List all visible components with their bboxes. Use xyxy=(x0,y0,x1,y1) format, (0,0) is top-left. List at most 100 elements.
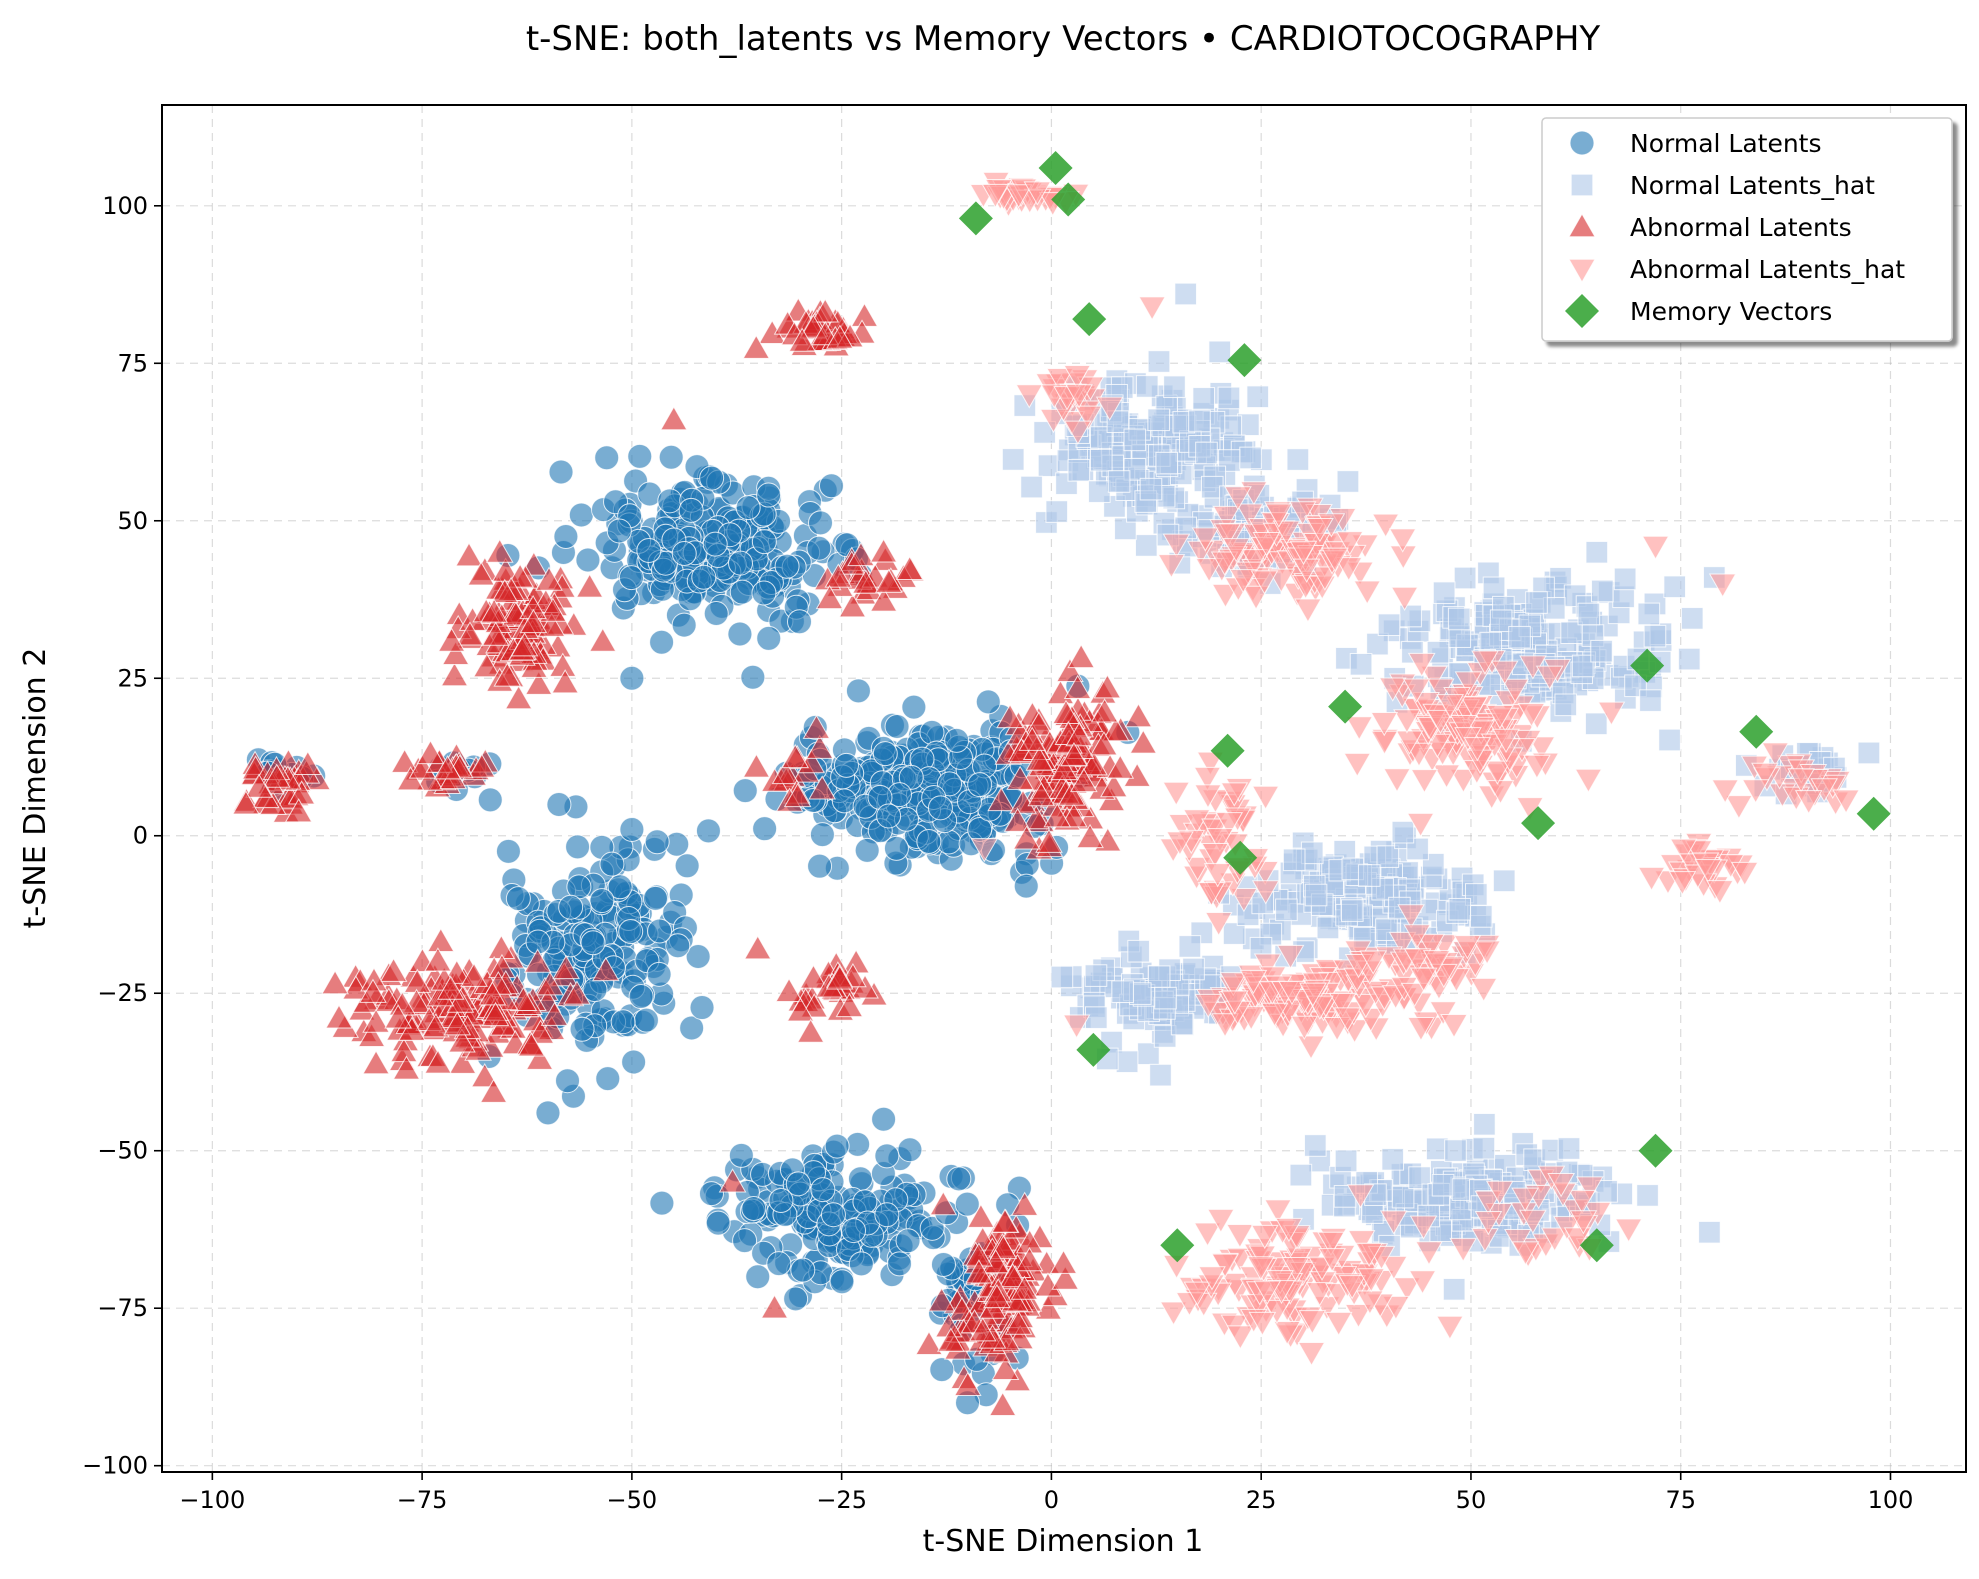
data-point xyxy=(1568,1189,1597,1215)
data-point xyxy=(633,1007,659,1033)
data-point xyxy=(1574,768,1603,794)
data-point xyxy=(835,992,864,1018)
data-point xyxy=(768,1188,794,1214)
data-point xyxy=(1206,1208,1235,1234)
data-point xyxy=(1226,1224,1254,1249)
data-point xyxy=(1012,825,1041,850)
data-point xyxy=(929,1357,955,1383)
data-point xyxy=(1226,1325,1255,1350)
memory-vector-point xyxy=(1328,689,1363,724)
data-point xyxy=(967,1203,995,1228)
data-point xyxy=(1213,523,1242,548)
data-point xyxy=(1575,1176,1604,1201)
data-point xyxy=(854,837,880,863)
data-point xyxy=(568,502,594,528)
data-point xyxy=(998,1263,1027,1288)
data-point xyxy=(1453,566,1477,590)
data-point xyxy=(1334,557,1363,582)
y-tick-label: 75 xyxy=(117,349,148,377)
data-point xyxy=(1471,650,1499,675)
data-point xyxy=(1381,1148,1405,1171)
data-point xyxy=(1067,643,1096,669)
data-point xyxy=(1067,459,1091,482)
data-point xyxy=(618,565,644,591)
data-point xyxy=(501,601,530,626)
data-point xyxy=(1154,986,1177,1010)
data-point xyxy=(732,778,758,804)
data-point xyxy=(916,828,942,854)
data-point xyxy=(1194,993,1223,1019)
data-point xyxy=(1346,1184,1375,1209)
data-point xyxy=(1251,785,1280,811)
data-point xyxy=(510,632,539,657)
data-point xyxy=(1463,737,1492,762)
data-point xyxy=(1074,405,1103,430)
data-point xyxy=(884,713,910,739)
data-point xyxy=(1376,845,1400,868)
data-point xyxy=(1183,856,1212,882)
data-point xyxy=(1436,694,1465,719)
data-point xyxy=(790,1257,816,1283)
data-point xyxy=(1460,696,1489,721)
data-point xyxy=(1290,1015,1319,1041)
data-point xyxy=(553,523,579,549)
data-point xyxy=(636,538,662,564)
data-point xyxy=(965,1259,993,1284)
x-tick-label: 25 xyxy=(1246,1486,1277,1514)
data-point xyxy=(551,669,580,694)
data-point xyxy=(810,1177,836,1203)
data-point xyxy=(1106,754,1135,779)
data-point xyxy=(851,569,880,594)
data-point xyxy=(1023,181,1052,206)
legend-label: Memory Vectors xyxy=(1630,297,1832,326)
data-point xyxy=(805,734,834,759)
data-point xyxy=(953,1371,982,1397)
data-point xyxy=(1272,520,1301,545)
data-point xyxy=(1501,678,1530,703)
data-point xyxy=(448,1028,476,1053)
data-point xyxy=(901,694,927,720)
data-point xyxy=(1264,1199,1292,1224)
data-point xyxy=(1149,1063,1172,1087)
data-point xyxy=(1318,1248,1346,1273)
data-point xyxy=(504,685,533,710)
data-point xyxy=(808,510,834,536)
data-point xyxy=(384,1004,412,1029)
data-point xyxy=(424,947,452,972)
data-point xyxy=(1022,804,1051,830)
data-point xyxy=(732,1228,758,1254)
data-point xyxy=(783,1286,809,1312)
data-point xyxy=(785,1171,811,1197)
data-point xyxy=(421,1013,450,1038)
data-point xyxy=(729,579,755,605)
data-point xyxy=(852,1189,878,1215)
data-point xyxy=(1018,726,1047,751)
legend-marker xyxy=(1568,212,1596,238)
data-point xyxy=(1442,1278,1466,1301)
data-point xyxy=(1677,647,1701,671)
data-point xyxy=(1020,475,1043,499)
data-point xyxy=(441,640,470,665)
data-point xyxy=(1370,712,1399,737)
data-point xyxy=(540,1001,569,1026)
data-point xyxy=(1294,598,1322,623)
data-point xyxy=(1052,699,1080,725)
data-point xyxy=(1336,470,1360,493)
data-point xyxy=(1195,558,1223,583)
data-point xyxy=(1397,904,1425,929)
data-point xyxy=(594,445,620,471)
data-point xyxy=(644,829,670,855)
data-point xyxy=(1706,880,1734,905)
data-point xyxy=(619,816,645,842)
data-point xyxy=(1407,1016,1435,1042)
data-point xyxy=(674,853,700,879)
data-point xyxy=(1206,828,1234,853)
data-point xyxy=(883,835,909,861)
data-point xyxy=(1694,858,1723,884)
data-point xyxy=(1276,944,1305,970)
data-point xyxy=(362,1008,390,1033)
data-point xyxy=(1050,755,1079,781)
y-tick-label: −100 xyxy=(82,1452,148,1480)
data-point xyxy=(1393,709,1421,734)
